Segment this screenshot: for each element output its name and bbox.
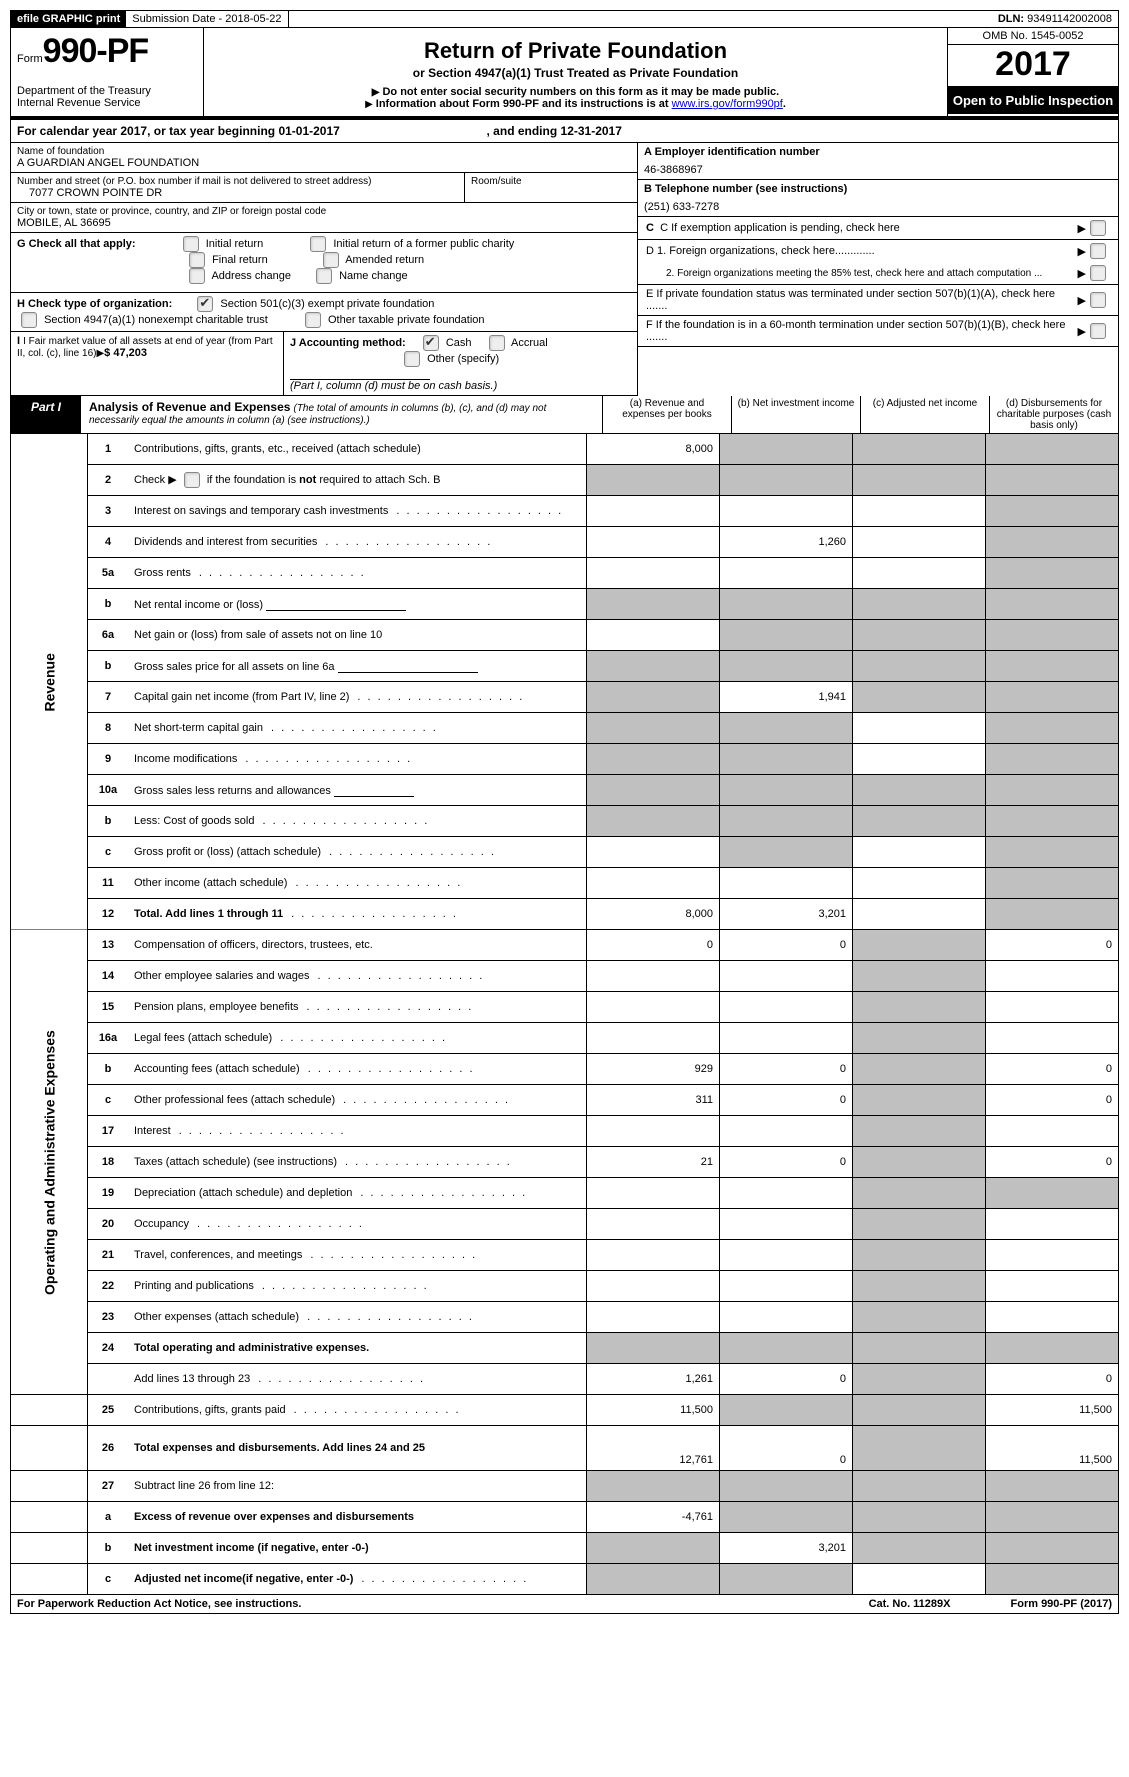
form-title: Return of Private Foundation xyxy=(214,38,937,64)
efile-tag: efile GRAPHIC print xyxy=(11,11,126,27)
expenses-label: Operating and Administrative Expenses xyxy=(11,930,88,1395)
col-d-header: (d) Disbursements for charitable purpose… xyxy=(989,396,1118,433)
f-checkbox[interactable] xyxy=(1090,323,1106,339)
amended-return-checkbox[interactable] xyxy=(323,252,339,268)
col-b-header: (b) Net investment income xyxy=(731,396,860,433)
final-return-checkbox[interactable] xyxy=(189,252,205,268)
d2-checkbox[interactable] xyxy=(1090,265,1106,281)
col-c-header: (c) Adjusted net income xyxy=(860,396,989,433)
address-change-checkbox[interactable] xyxy=(189,268,205,284)
open-inspection: Open to Public Inspection xyxy=(948,87,1118,114)
city-state-zip: MOBILE, AL 36695 xyxy=(17,217,111,229)
calendar-year-line: For calendar year 2017, or tax year begi… xyxy=(10,117,1119,143)
revenue-label: Revenue xyxy=(11,434,88,930)
accrual-checkbox[interactable] xyxy=(489,335,505,351)
sch-b-checkbox[interactable] xyxy=(184,472,200,488)
page-footer: For Paperwork Reduction Act Notice, see … xyxy=(10,1595,1119,1614)
part-1-header: Part I Analysis of Revenue and Expenses … xyxy=(10,396,1119,434)
e-checkbox[interactable] xyxy=(1090,292,1106,308)
col-a-header: (a) Revenue and expenses per books xyxy=(602,396,731,433)
part-1-table: Revenue 1Contributions, gifts, grants, e… xyxy=(10,434,1119,1595)
foundation-name: A GUARDIAN ANGEL FOUNDATION xyxy=(17,157,199,169)
tax-year: 2017 xyxy=(948,45,1118,87)
telephone: (251) 633-7278 xyxy=(644,201,1112,213)
box-j: J Accounting method: Cash Accrual Other … xyxy=(283,332,637,396)
box-h: H Check type of organization: Section 50… xyxy=(11,293,637,332)
box-g: G Check all that apply: Initial return I… xyxy=(11,233,637,293)
box-i: I I Fair market value of all assets at e… xyxy=(11,332,283,396)
street-address: 7077 CROWN POINTE DR xyxy=(29,187,162,199)
entity-info: Name of foundationA GUARDIAN ANGEL FOUND… xyxy=(10,143,1119,396)
instructions-link[interactable]: www.irs.gov/form990pf xyxy=(672,98,783,110)
initial-return-checkbox[interactable] xyxy=(183,236,199,252)
d1-checkbox[interactable] xyxy=(1090,243,1106,259)
omb-number: OMB No. 1545-0052 xyxy=(948,28,1118,45)
top-bar: efile GRAPHIC print Submission Date - 20… xyxy=(10,10,1119,28)
other-method-checkbox[interactable] xyxy=(404,351,420,367)
501c3-checkbox[interactable] xyxy=(197,296,213,312)
form-header: Form990-PF Department of the Treasury In… xyxy=(10,28,1119,117)
ein: 46-3868967 xyxy=(644,164,1112,176)
cash-checkbox[interactable] xyxy=(423,335,439,351)
submission-date: Submission Date - 2018-05-22 xyxy=(126,11,288,27)
dln: DLN: 93491142002008 xyxy=(992,11,1118,27)
initial-former-checkbox[interactable] xyxy=(310,236,326,252)
4947-checkbox[interactable] xyxy=(21,312,37,328)
name-change-checkbox[interactable] xyxy=(316,268,332,284)
other-taxable-checkbox[interactable] xyxy=(305,312,321,328)
c-checkbox[interactable] xyxy=(1090,220,1106,236)
